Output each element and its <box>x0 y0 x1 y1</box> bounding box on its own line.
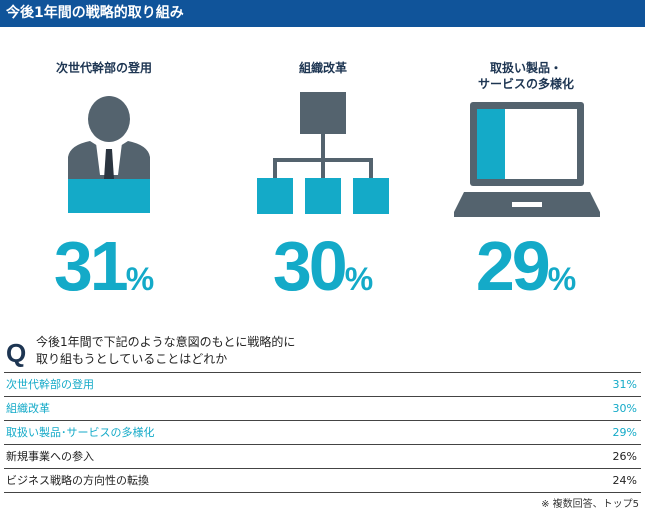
ranking-table: 次世代幹部の登用 31% 組織改革 30% 取扱い製品･サービスの多様化 29% 新規事業へ… <box>4 372 641 493</box>
highlight-2-number: 30 <box>272 227 348 305</box>
org-chart-icon <box>257 92 389 214</box>
row-value: 31% <box>612 378 637 391</box>
highlight-3-label-line-1: 取扱い製品・ <box>489 61 562 75</box>
highlight-1-number: 31 <box>53 227 129 305</box>
highlight-1-label: 次世代幹部の登用 <box>9 60 199 76</box>
highlight-3-label: 取扱い製品・ サービスの多様化 <box>431 60 621 92</box>
row-label: 次世代幹部の登用 <box>6 378 94 391</box>
row-value: 24% <box>612 474 637 487</box>
section-title: 今後1年間の戦略的取り組み <box>6 5 184 21</box>
highlight-1-unit: % <box>125 261 155 297</box>
question-text: 今後1年間で下記のような意図のもとに戦略的に 取り組もうとしていることはどれか <box>36 334 596 368</box>
row-label: ビジネス戦略の方向性の転換 <box>6 474 149 487</box>
row-value: 26% <box>612 450 637 463</box>
row-label: 取扱い製品･サービスの多様化 <box>6 426 155 439</box>
highlight-1-label-line-1: 次世代幹部の登用 <box>55 61 152 75</box>
table-row: 組織改革 30% <box>4 397 641 421</box>
table-row: 新規事業への参入 26% <box>4 445 641 469</box>
laptop-icon <box>454 102 600 217</box>
highlight-3-unit: % <box>547 261 577 297</box>
question-line-2: 取り組もうとしていることはどれか <box>36 352 228 366</box>
highlight-2-label-line-1: 組織改革 <box>298 61 347 75</box>
table-row: 取扱い製品･サービスの多様化 29% <box>4 421 641 445</box>
table-row: 次世代幹部の登用 31% <box>4 372 641 397</box>
section-header: 今後1年間の戦略的取り組み <box>0 0 645 27</box>
highlight-2-label: 組織改革 <box>228 60 418 76</box>
table-row: ビジネス戦略の方向性の転換 24% <box>4 469 641 493</box>
highlight-1-value: 31% <box>9 226 199 306</box>
row-value: 30% <box>612 402 637 415</box>
highlight-3-value: 29% <box>431 226 621 306</box>
highlight-3-number: 29 <box>475 227 551 305</box>
highlight-3-label-line-2: サービスの多様化 <box>477 77 574 91</box>
row-label: 組織改革 <box>6 402 50 415</box>
row-label: 新規事業への参入 <box>6 450 94 463</box>
businessperson-icon <box>68 96 150 213</box>
highlight-2-value: 30% <box>228 226 418 306</box>
question-line-1: 今後1年間で下記のような意図のもとに戦略的に <box>36 335 296 349</box>
row-value: 29% <box>612 426 637 439</box>
highlight-2-unit: % <box>344 261 374 297</box>
footnote: ※ 複数回答、トップ5 <box>541 499 639 510</box>
question-mark: Q <box>6 338 27 368</box>
